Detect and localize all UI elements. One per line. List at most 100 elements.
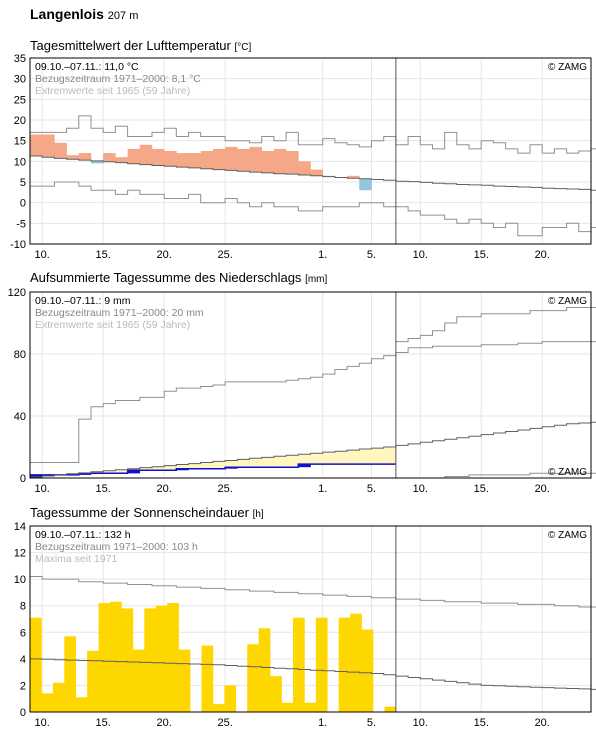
precip-deficit-area xyxy=(115,469,128,474)
temp-reference-line xyxy=(30,155,596,191)
precip-deficit-area xyxy=(273,456,287,468)
sun-bar xyxy=(64,636,77,712)
sun-bar xyxy=(30,617,42,712)
sun-x-tick: 15. xyxy=(96,717,111,729)
sun-info-line: Maxima seit 1971 xyxy=(35,553,117,565)
sun-bar xyxy=(212,704,225,712)
precip-deficit-area xyxy=(298,454,311,465)
precip-copyright: © ZAMG xyxy=(548,296,587,307)
precip-deficit-area xyxy=(383,447,397,465)
temp-bar-above xyxy=(200,151,214,169)
temp-bar-above xyxy=(54,142,67,159)
temp-extreme-max-line xyxy=(30,115,596,154)
precip-deficit-area xyxy=(261,457,275,468)
sun-y-tick: 8 xyxy=(20,601,26,613)
temp-bar-above xyxy=(78,153,92,161)
temp-copyright: © ZAMG xyxy=(548,62,587,73)
temp-bar-above xyxy=(42,134,55,158)
temp-bar-above xyxy=(347,175,360,179)
temp-bar-above xyxy=(273,148,287,174)
precip-deficit-area xyxy=(139,467,153,471)
precip-deficit-area xyxy=(176,464,189,469)
precip-daily-bar xyxy=(127,470,141,474)
temp-x-tick: 1. xyxy=(318,249,327,261)
sun-y-tick: 10 xyxy=(14,574,26,586)
sun-unit: [h] xyxy=(252,509,264,520)
sun-bar xyxy=(87,650,99,712)
temp-bar-above xyxy=(103,153,116,162)
sun-x-tick: 20. xyxy=(535,717,550,729)
precip-deficit-area xyxy=(371,448,384,465)
sun-info-line: 09.10.–07.11.: 132 h xyxy=(35,529,131,541)
station-name: Langenlois xyxy=(30,6,104,22)
sun-info-line: Bezugszeitraum 1971–2000: 103 h xyxy=(35,541,198,553)
temp-bar-above xyxy=(188,153,202,168)
precip-x-tick: 25. xyxy=(217,483,232,495)
precipitation-chart: 120 80 40 0 10. 15. 20. 25. 1. 5. 10. 15. 20. 09.10.–… xyxy=(8,287,596,495)
sun-bar xyxy=(281,702,294,712)
sun-x-tick: 5. xyxy=(367,717,376,729)
temp-x-tick: 10. xyxy=(35,249,50,261)
precip-deficit-area xyxy=(359,449,372,465)
temp-bar-above xyxy=(225,146,238,171)
precip-extreme-max-line xyxy=(30,341,596,463)
temp-x-tick: 20. xyxy=(157,249,172,261)
precip-info-line: 09.10.–07.11.: 9 mm xyxy=(35,295,131,307)
precip-copyright-bottom: © ZAMG xyxy=(548,467,587,478)
sun-x-tick: 15. xyxy=(474,717,489,729)
sun-y-tick: 12 xyxy=(14,548,26,560)
precip-deficit-area xyxy=(237,459,250,468)
sun-bar xyxy=(270,676,282,712)
sunshine-chart: 14 12 10 8 6 4 2 0 10. 15. 20. 25. 1. 5. 10. 15. 20. 09.1… xyxy=(14,521,596,729)
sun-copyright: © ZAMG xyxy=(548,530,587,541)
sun-bar xyxy=(155,605,168,712)
sun-bar xyxy=(350,613,362,712)
precip-deficit-area xyxy=(212,461,226,469)
precip-x-tick: 15. xyxy=(96,483,111,495)
sun-bar xyxy=(304,702,317,712)
temp-info-line: 09.10.–07.11.: 11,0 °C xyxy=(35,61,139,73)
precip-extreme-max-line-2 xyxy=(395,307,596,343)
precip-info-line: Extremwerte seit 1965 (59 Jahre) xyxy=(35,319,190,331)
precip-y-tick: 40 xyxy=(14,411,26,423)
temp-bar-above xyxy=(237,148,250,172)
temp-bar-above xyxy=(164,151,177,167)
temp-plot-frame xyxy=(29,57,592,245)
temp-bar-below xyxy=(359,178,372,191)
sun-x-tick: 10. xyxy=(413,717,428,729)
precip-y-tick: 120 xyxy=(8,287,26,299)
precip-info-line: Bezugszeitraum 1971–2000: 20 mm xyxy=(35,307,204,319)
temp-extreme-min-line xyxy=(30,181,596,237)
sun-bar xyxy=(292,617,305,712)
temp-y-tick: 20 xyxy=(14,115,26,127)
precip-plot-frame xyxy=(29,291,592,479)
temp-unit: [°C] xyxy=(234,42,252,53)
sun-panel-title: Tagessumme der Sonnenscheindauer [h] xyxy=(30,505,264,520)
temp-y-tick: 15 xyxy=(14,136,26,148)
precip-x-tick: 20. xyxy=(535,483,550,495)
sun-bar xyxy=(121,608,134,712)
sun-bar xyxy=(384,706,397,712)
sun-x-tick: 25. xyxy=(217,717,232,729)
sun-title: Tagessumme der Sonnenscheindauer xyxy=(30,505,249,520)
precip-deficit-area xyxy=(322,452,336,465)
precip-panel-title: Aufsummierte Tagessumme des Niederschlag… xyxy=(30,270,327,285)
temp-bar-above xyxy=(139,144,153,165)
sun-y-tick: 14 xyxy=(14,521,26,533)
temp-y-tick: 35 xyxy=(14,53,26,65)
precip-y-tick: 80 xyxy=(14,349,26,361)
precip-deficit-area xyxy=(286,455,299,468)
temp-bar-above xyxy=(261,151,275,173)
precip-deficit-area xyxy=(164,465,177,471)
precip-unit: [mm] xyxy=(305,274,328,285)
precip-deficit-area xyxy=(249,458,263,468)
temp-x-tick: 15. xyxy=(96,249,111,261)
precip-deficit-area xyxy=(200,462,214,469)
precip-x-tick: 5. xyxy=(367,483,376,495)
sun-bar xyxy=(75,697,88,712)
precip-x-tick: 15. xyxy=(474,483,489,495)
sun-y-tick: 4 xyxy=(20,654,26,666)
sun-y-tick: 0 xyxy=(20,707,26,719)
sun-x-tick: 20. xyxy=(157,717,172,729)
sun-bar xyxy=(41,693,54,712)
